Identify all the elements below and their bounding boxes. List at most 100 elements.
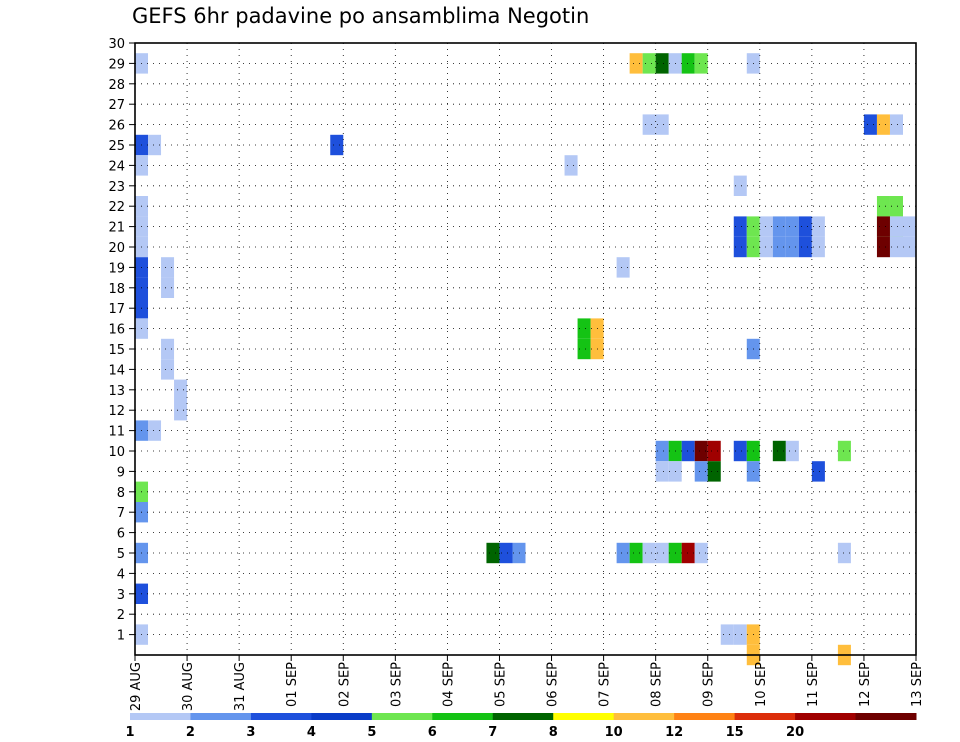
heatmap-cell <box>642 114 656 135</box>
x-tick-label: 02 SEP <box>337 662 352 707</box>
heatmap-cell <box>889 236 903 258</box>
heatmap-cell <box>681 542 695 564</box>
heatmap-cell <box>655 114 669 135</box>
heatmap-cell <box>759 216 773 237</box>
colorbar-label: 1 <box>125 725 134 740</box>
heatmap-cell <box>148 134 162 156</box>
x-tick-label: 04 SEP <box>441 662 456 707</box>
heatmap-cell <box>174 400 188 421</box>
heatmap-cell <box>733 216 747 237</box>
y-tick-label: 17 <box>108 302 125 317</box>
colorbar-swatch <box>311 713 373 720</box>
heatmap-cell <box>785 216 799 237</box>
heatmap-cell <box>798 236 812 258</box>
x-tick-label: 01 SEP <box>285 662 300 707</box>
colorbar-swatch <box>734 713 796 720</box>
y-tick-label: 2 <box>117 608 125 623</box>
y-tick-label: 1 <box>117 629 125 644</box>
heatmap-cell <box>798 216 812 237</box>
heatmap-cell <box>707 440 721 462</box>
heatmap-cell <box>889 196 903 217</box>
colorbar-label: 20 <box>786 725 804 740</box>
heatmap-cell <box>486 542 500 564</box>
heatmap-cell <box>655 461 669 482</box>
x-tick-label: 12 SEP <box>858 662 873 707</box>
heatmap-cell <box>616 257 630 278</box>
y-tick-label: 29 <box>108 57 125 72</box>
x-tick-label: 07 SEP <box>598 662 613 707</box>
heatmap-cell <box>811 461 825 482</box>
y-tick-label: 23 <box>108 180 125 195</box>
heatmap-cell <box>694 461 708 482</box>
y-tick-label: 16 <box>108 323 125 338</box>
heatmap-cell <box>733 440 747 462</box>
x-tick-label: 30 AUG <box>181 662 196 711</box>
heatmap-cell <box>161 338 175 360</box>
y-tick-label: 6 <box>117 527 125 542</box>
x-axis: 29 AUG 30 AUG 31 AUG 01 SEP 02 SEP 03 SEP 04 S… <box>129 655 925 711</box>
colorbar-label: 6 <box>428 725 437 740</box>
heatmap-cell <box>642 53 656 74</box>
x-tick-label: 03 SEP <box>389 662 404 707</box>
heatmap-cell <box>707 461 721 482</box>
colorbar-swatch <box>795 713 857 720</box>
heatmap-cell <box>837 440 851 462</box>
x-tick-label: 31 AUG <box>233 662 248 711</box>
colorbar-label: 15 <box>726 725 744 740</box>
colorbar-swatch <box>371 713 433 720</box>
heatmap-cell <box>161 277 175 298</box>
heatmap-cell <box>733 175 747 196</box>
colorbar-label: 2 <box>186 725 195 740</box>
heatmap-cell <box>694 53 708 74</box>
y-tick-label: 4 <box>117 567 125 582</box>
heatmap-cell <box>876 114 890 135</box>
heatmap-cell <box>161 257 175 278</box>
heatmap-cell <box>772 440 786 462</box>
y-tick-label: 14 <box>108 363 125 378</box>
y-tick-label: 7 <box>117 506 125 521</box>
heatmap-cell <box>577 338 591 360</box>
y-tick-label: 11 <box>108 425 125 440</box>
colorbar-swatch <box>130 713 191 720</box>
x-tick-label: 11 SEP <box>806 662 821 707</box>
heatmap-cell <box>785 440 799 462</box>
colorbar: 1 2 3 4 5 6 7 8 10 12 15 20 <box>125 713 917 740</box>
heatmap-cell <box>863 114 877 135</box>
x-tick-label: 05 SEP <box>493 662 508 707</box>
y-tick-label: 3 <box>117 588 125 603</box>
heatmap-cell <box>174 379 188 400</box>
colorbar-swatch <box>492 713 554 720</box>
heatmap-cell <box>759 236 773 258</box>
heatmap-cell <box>837 542 851 564</box>
y-tick-label: 10 <box>108 445 125 460</box>
grid-lines <box>135 42 916 655</box>
colorbar-label: 12 <box>665 725 683 740</box>
y-tick-label: 25 <box>108 139 125 154</box>
heatmap-cell <box>499 542 513 564</box>
y-tick-label: 27 <box>108 98 125 113</box>
colorbar-swatch <box>190 713 252 720</box>
heatmap-cell <box>889 114 903 135</box>
y-tick-label: 9 <box>117 465 125 480</box>
heatmap-cell <box>616 542 630 564</box>
colorbar-swatch <box>250 713 312 720</box>
colorbar-swatch <box>553 713 615 720</box>
x-tick-label: 13 SEP <box>910 662 925 707</box>
y-tick-label: 20 <box>108 241 125 256</box>
heatmap-cell <box>876 196 890 217</box>
heatmap-cell <box>811 216 825 237</box>
heatmap-cell <box>330 134 344 156</box>
y-tick-label: 26 <box>108 119 125 134</box>
heatmap-cell <box>889 216 903 237</box>
colorbar-label: 7 <box>488 725 497 740</box>
y-tick-label: 12 <box>108 404 125 419</box>
colorbar-swatch <box>855 713 917 720</box>
heatmap-cell <box>694 542 708 564</box>
colorbar-label: 5 <box>367 725 376 740</box>
heatmap-cell <box>681 440 695 462</box>
heatmap-cell <box>655 53 669 74</box>
heatmap-cell <box>694 440 708 462</box>
heatmap-cell <box>564 155 578 176</box>
y-tick-label: 19 <box>108 261 125 276</box>
